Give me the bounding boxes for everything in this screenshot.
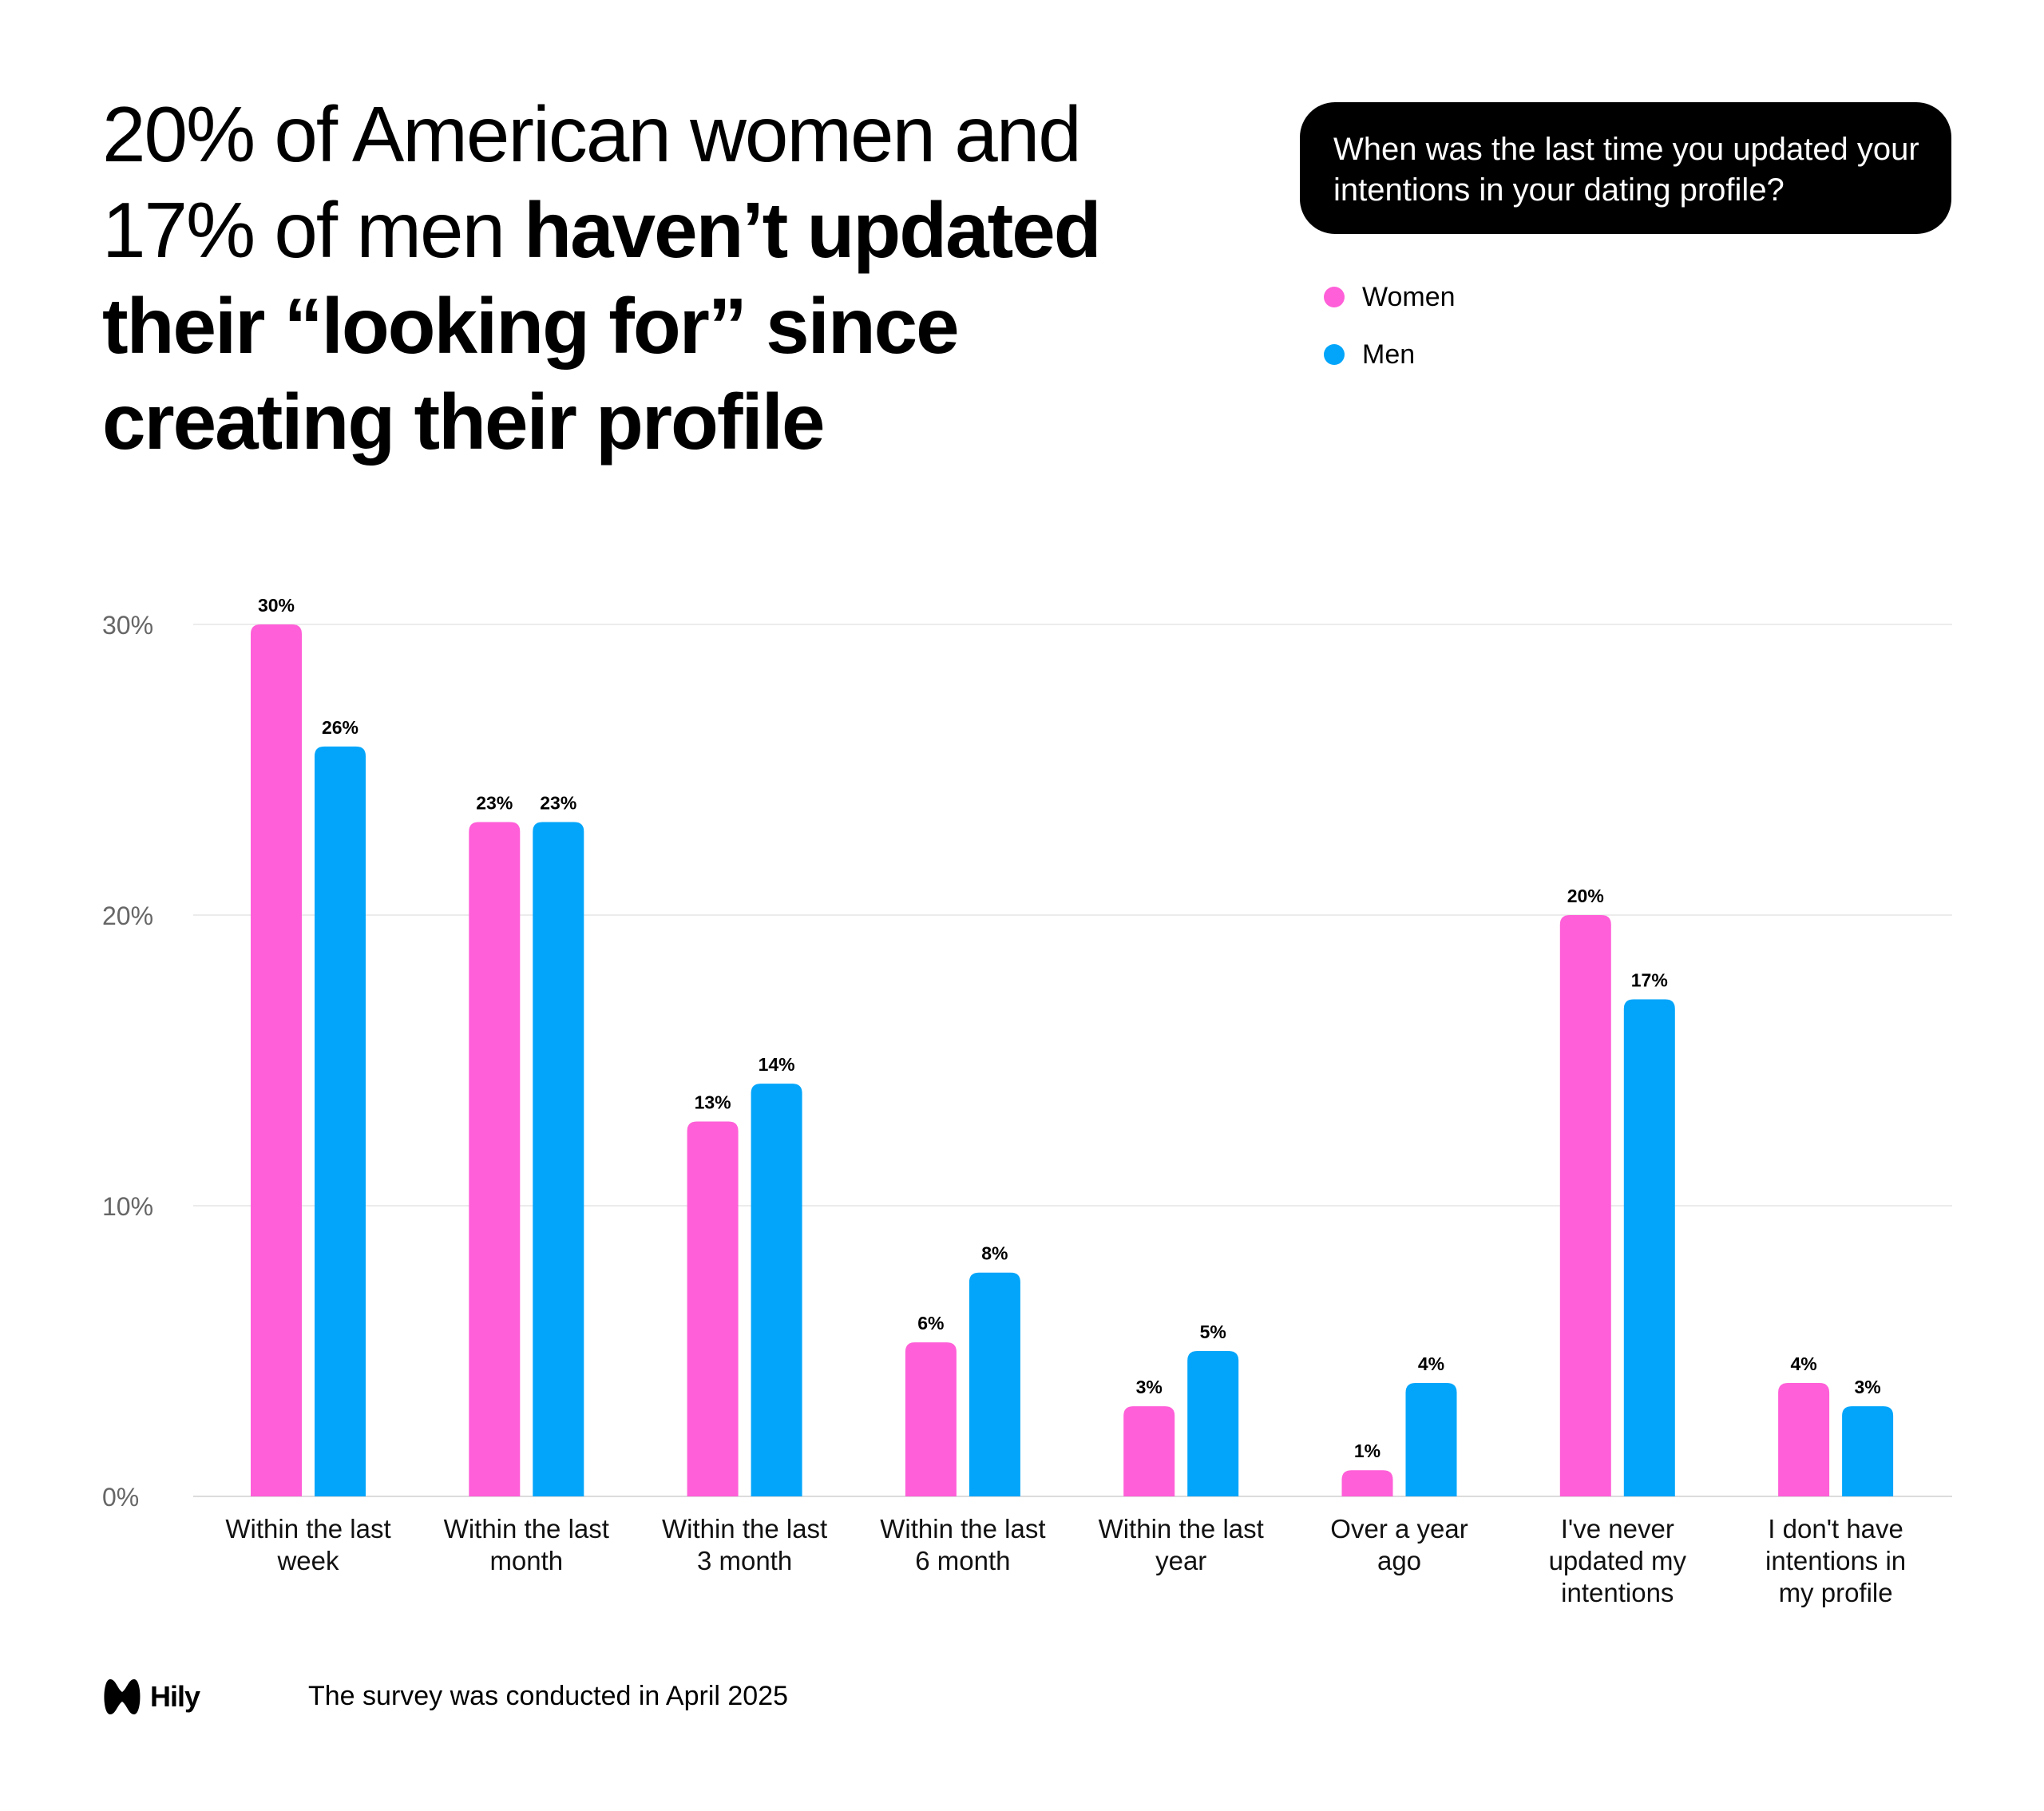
headline-bold: haven’t updated their “looking for” sinc… bbox=[102, 186, 1102, 466]
bar-women bbox=[905, 1342, 957, 1496]
bar-women bbox=[1778, 1383, 1830, 1496]
hily-logo-icon bbox=[104, 1679, 141, 1714]
x-tick-label: Within the last month bbox=[444, 1514, 609, 1575]
y-tick-label: 30% bbox=[102, 611, 153, 640]
bar-women bbox=[1341, 1470, 1393, 1496]
x-tick-label: Within the last 3 month bbox=[662, 1514, 827, 1575]
bar-women bbox=[469, 822, 521, 1496]
x-tick-label-line: updated my bbox=[1549, 1546, 1687, 1575]
x-tick-label: Within the last 6 month bbox=[880, 1514, 1045, 1575]
data-label: 26% bbox=[322, 717, 358, 738]
question-box: When was the last time you updated your … bbox=[1300, 102, 1951, 234]
x-tick-label: Within the last week bbox=[225, 1514, 390, 1575]
x-tick-label-line: Within the last bbox=[880, 1514, 1045, 1544]
x-tick-label-line: Within the last bbox=[225, 1514, 390, 1544]
y-tick-label: 10% bbox=[102, 1192, 153, 1221]
x-tick-label: I've never updated my intentions bbox=[1549, 1514, 1687, 1607]
brand: Hily bbox=[102, 1677, 200, 1717]
x-tick-label-line: 3 month bbox=[697, 1546, 792, 1575]
data-label: 3% bbox=[1854, 1377, 1880, 1397]
x-tick-label-line: I don't have bbox=[1768, 1514, 1903, 1544]
data-label: 23% bbox=[476, 793, 513, 814]
x-tick-label-line: my profile bbox=[1779, 1578, 1893, 1607]
bar-men bbox=[1187, 1351, 1239, 1496]
x-tick-label: Within the last year bbox=[1099, 1514, 1264, 1575]
bar-men bbox=[969, 1272, 1020, 1496]
legend-item-men: Men bbox=[1324, 326, 1456, 383]
x-tick-label-line: Over a year bbox=[1330, 1514, 1468, 1544]
legend-label-women: Women bbox=[1362, 281, 1456, 312]
bar-men bbox=[315, 746, 366, 1496]
x-tick-label-line: ago bbox=[1377, 1546, 1421, 1575]
x-tick-label-line: Within the last bbox=[1099, 1514, 1264, 1544]
data-label: 13% bbox=[695, 1092, 731, 1112]
x-tick-label-line: intentions bbox=[1561, 1578, 1674, 1607]
legend-dot-women-icon bbox=[1324, 287, 1345, 307]
headline-regular: 20% of American women and 17% of men bbox=[102, 90, 1082, 274]
x-tick-label-line: Within the last bbox=[662, 1514, 827, 1544]
bar-women bbox=[1559, 915, 1611, 1496]
bar-women bbox=[687, 1121, 739, 1496]
x-tick-label-line: intentions in bbox=[1765, 1546, 1906, 1575]
x-tick-label-line: I've never bbox=[1561, 1514, 1674, 1544]
question-text: When was the last time you updated your … bbox=[1333, 132, 1919, 208]
data-label: 1% bbox=[1354, 1440, 1380, 1461]
legend: Women Men bbox=[1324, 268, 1456, 383]
x-tick-label: I don't have intentions in my profile bbox=[1765, 1514, 1906, 1607]
data-label: 20% bbox=[1567, 886, 1604, 906]
x-tick-label-line: 6 month bbox=[915, 1546, 1010, 1575]
bar-women bbox=[251, 624, 302, 1496]
x-tick-label-line: year bbox=[1155, 1546, 1206, 1575]
x-tick-label-line: month bbox=[489, 1546, 563, 1575]
data-label: 5% bbox=[1200, 1322, 1226, 1342]
footnote: The survey was conducted in April 2025 bbox=[308, 1681, 789, 1711]
brand-name: Hily bbox=[150, 1680, 200, 1713]
x-tick-label-line: week bbox=[276, 1546, 339, 1575]
data-label: 4% bbox=[1418, 1353, 1444, 1374]
bar-men bbox=[751, 1084, 802, 1496]
data-label: 23% bbox=[540, 793, 576, 814]
y-tick-label: 20% bbox=[102, 902, 153, 930]
data-label: 8% bbox=[981, 1243, 1008, 1264]
bar-women bbox=[1123, 1406, 1175, 1496]
data-label: 6% bbox=[917, 1313, 944, 1333]
data-label: 3% bbox=[1136, 1377, 1163, 1397]
bar-men bbox=[533, 822, 584, 1496]
y-tick-label: 0% bbox=[102, 1483, 139, 1512]
x-tick-label: Over a year ago bbox=[1330, 1514, 1468, 1575]
data-label: 4% bbox=[1790, 1353, 1816, 1374]
legend-label-men: Men bbox=[1362, 339, 1416, 370]
x-tick-label-line: Within the last bbox=[444, 1514, 609, 1544]
data-label: 14% bbox=[759, 1054, 795, 1075]
legend-item-women: Women bbox=[1324, 268, 1456, 326]
bar-men bbox=[1405, 1383, 1457, 1496]
data-label: 30% bbox=[258, 595, 295, 616]
bar-men bbox=[1623, 999, 1675, 1496]
legend-dot-men-icon bbox=[1324, 344, 1345, 365]
headline: 20% of American women and 17% of men hav… bbox=[102, 86, 1204, 470]
bar-men bbox=[1842, 1406, 1894, 1496]
data-label: 17% bbox=[1631, 970, 1668, 991]
